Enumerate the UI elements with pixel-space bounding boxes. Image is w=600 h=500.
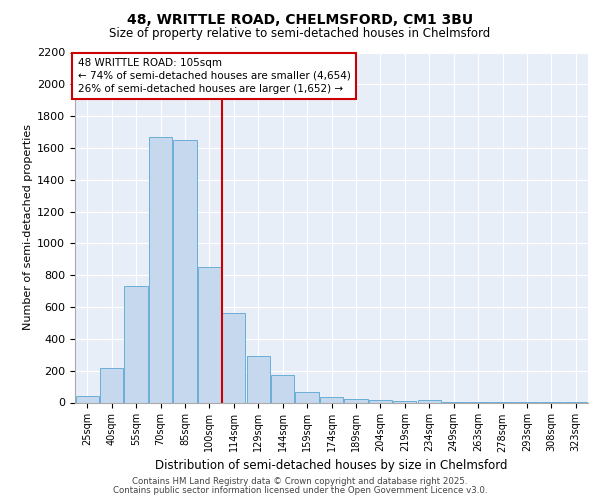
Bar — [124, 286, 148, 403]
Bar — [393, 401, 416, 402]
Bar — [271, 374, 294, 402]
Bar — [369, 400, 392, 402]
Bar — [100, 368, 123, 402]
Text: Contains public sector information licensed under the Open Government Licence v3: Contains public sector information licen… — [113, 486, 487, 495]
Bar — [418, 400, 441, 402]
Bar — [247, 356, 270, 403]
Bar — [198, 268, 221, 402]
Bar — [320, 397, 343, 402]
Y-axis label: Number of semi-detached properties: Number of semi-detached properties — [23, 124, 33, 330]
Bar — [149, 137, 172, 402]
X-axis label: Distribution of semi-detached houses by size in Chelmsford: Distribution of semi-detached houses by … — [155, 458, 508, 471]
Bar — [295, 392, 319, 402]
Text: 48 WRITTLE ROAD: 105sqm
← 74% of semi-detached houses are smaller (4,654)
26% of: 48 WRITTLE ROAD: 105sqm ← 74% of semi-de… — [77, 58, 350, 94]
Text: Size of property relative to semi-detached houses in Chelmsford: Size of property relative to semi-detach… — [109, 28, 491, 40]
Bar — [344, 400, 368, 402]
Bar — [76, 396, 99, 402]
Text: 48, WRITTLE ROAD, CHELMSFORD, CM1 3BU: 48, WRITTLE ROAD, CHELMSFORD, CM1 3BU — [127, 12, 473, 26]
Text: Contains HM Land Registry data © Crown copyright and database right 2025.: Contains HM Land Registry data © Crown c… — [132, 477, 468, 486]
Bar — [222, 314, 245, 402]
Bar — [173, 140, 197, 402]
